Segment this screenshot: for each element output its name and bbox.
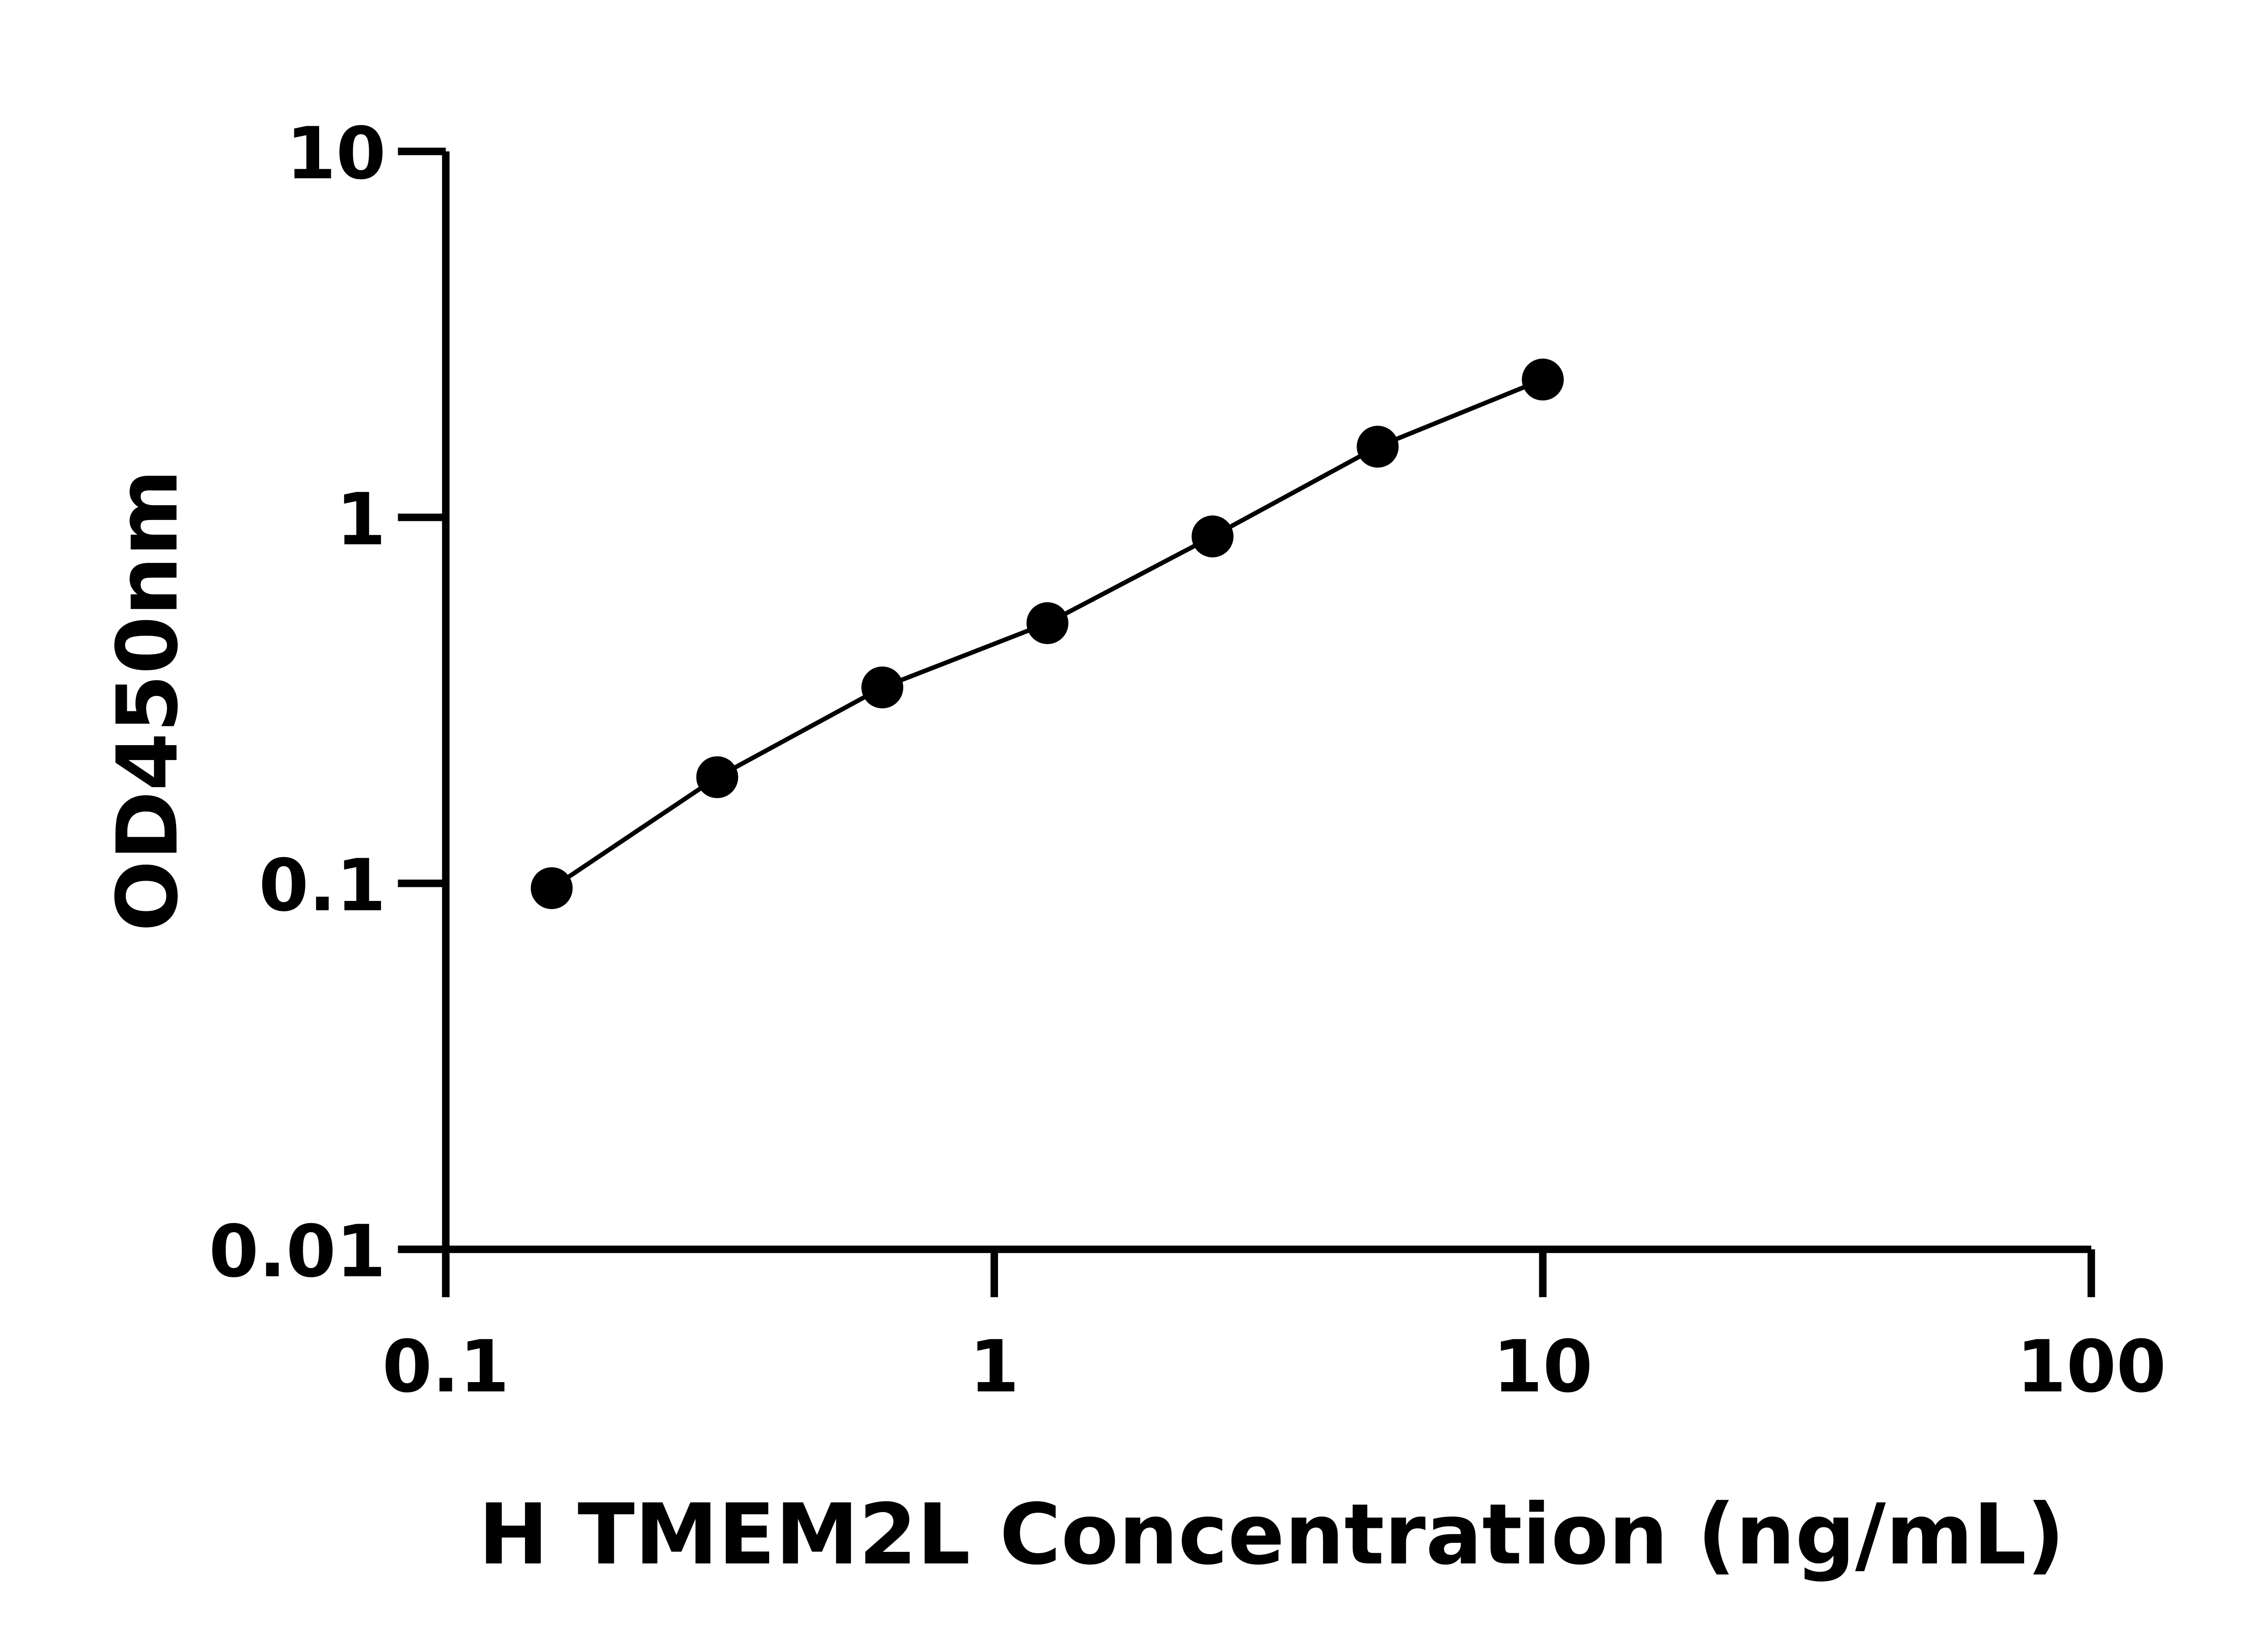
x-axis-label: H TMEM2L Concentration (ng/mL) bbox=[478, 1486, 2065, 1583]
y-tick-label: 0.01 bbox=[209, 1210, 386, 1294]
x-tick-label: 0.1 bbox=[382, 1325, 510, 1409]
plot-area bbox=[530, 358, 1564, 910]
data-point bbox=[530, 867, 573, 910]
axes: 0.01 0.1 1 10 0.1 1 10 100 bbox=[209, 111, 2166, 1409]
data-point bbox=[1356, 426, 1399, 468]
x-tick-label: 10 bbox=[1493, 1325, 1593, 1409]
y-tick-label: 10 bbox=[286, 111, 386, 195]
x-tick-label: 100 bbox=[2016, 1325, 2166, 1409]
y-axis-label: OD450nm bbox=[99, 469, 196, 932]
y-tick-label: 0.1 bbox=[259, 844, 386, 928]
data-point bbox=[1522, 358, 1564, 401]
y-tick-label: 1 bbox=[336, 478, 386, 561]
data-point bbox=[696, 756, 738, 798]
data-point bbox=[861, 666, 904, 709]
x-tick-label: 1 bbox=[969, 1325, 1019, 1409]
data-point bbox=[1026, 602, 1068, 644]
data-point bbox=[1191, 515, 1234, 557]
